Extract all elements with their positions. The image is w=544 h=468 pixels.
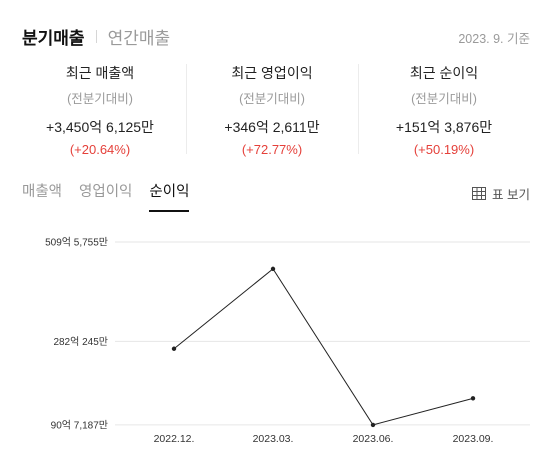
tab-sales[interactable]: 매출액	[22, 184, 63, 200]
metric-value: +151억 3,876만	[395, 119, 493, 135]
metrics-summary: 최근 매출액 (전분기대비) +3,450억 6,125만 (+20.64%) …	[14, 60, 530, 157]
metric-subtitle: (전분기대비)	[411, 92, 477, 106]
y-tick-label: 90억 7,187만	[51, 419, 108, 431]
net-income-line-chart: 509억 5,755만 282억 245만 90억 7,187만 2022.12. 20…	[45, 237, 530, 445]
as-of-date: 2023. 9. 기준	[458, 32, 530, 46]
net-income-series-line	[173, 268, 474, 426]
metric-subtitle: (전분기대비)	[67, 92, 133, 106]
x-tick-label: 2023.06.	[353, 433, 394, 445]
y-tick-label: 282억 245만	[53, 336, 108, 348]
data-point	[171, 346, 177, 351]
table-icon	[472, 187, 487, 200]
metric-recent-sales: 최근 매출액 (전분기대비) +3,450억 6,125만 (+20.64%)	[14, 60, 186, 157]
metric-change: (+50.19%)	[413, 142, 475, 157]
metric-title: 최근 순이익	[409, 65, 479, 81]
chart-metric-tabs: 매출액 영업이익 순이익	[22, 180, 206, 212]
x-tick-label: 2022.12.	[154, 433, 195, 445]
tab-quarterly-sales[interactable]: 분기매출	[22, 29, 85, 48]
metric-value: +346억 2,611만	[224, 119, 320, 135]
tab-divider	[95, 30, 97, 43]
data-point	[270, 266, 276, 272]
x-tick-label: 2023.09.	[453, 433, 494, 445]
y-tick-label: 509억 5,755만	[45, 237, 108, 249]
data-point	[370, 422, 376, 428]
x-tick-label: 2023.03.	[253, 433, 294, 445]
data-point	[470, 396, 476, 401]
metric-change: (+72.77%)	[241, 142, 303, 157]
metric-title: 최근 매출액	[65, 65, 135, 81]
metric-subtitle: (전분기대비)	[239, 92, 305, 106]
metric-title: 최근 영업이익	[231, 65, 313, 81]
table-view-label: 표 보기	[492, 188, 530, 202]
metric-value: +3,450억 6,125만	[46, 119, 154, 135]
period-tabs: 분기매출 연간매출	[22, 24, 170, 49]
metric-recent-operating-profit: 최근 영업이익 (전분기대비) +346억 2,611만 (+72.77%)	[186, 60, 358, 157]
tab-net-income[interactable]: 순이익	[149, 180, 190, 212]
tab-annual-sales[interactable]: 연간매출	[107, 29, 171, 48]
tab-operating-profit[interactable]: 영업이익	[79, 184, 133, 200]
metric-change: (+20.64%)	[69, 142, 131, 157]
metric-recent-net-income: 최근 순이익 (전분기대비) +151억 3,876만 (+50.19%)	[358, 60, 530, 157]
table-view-button[interactable]: 표 보기	[472, 184, 530, 203]
